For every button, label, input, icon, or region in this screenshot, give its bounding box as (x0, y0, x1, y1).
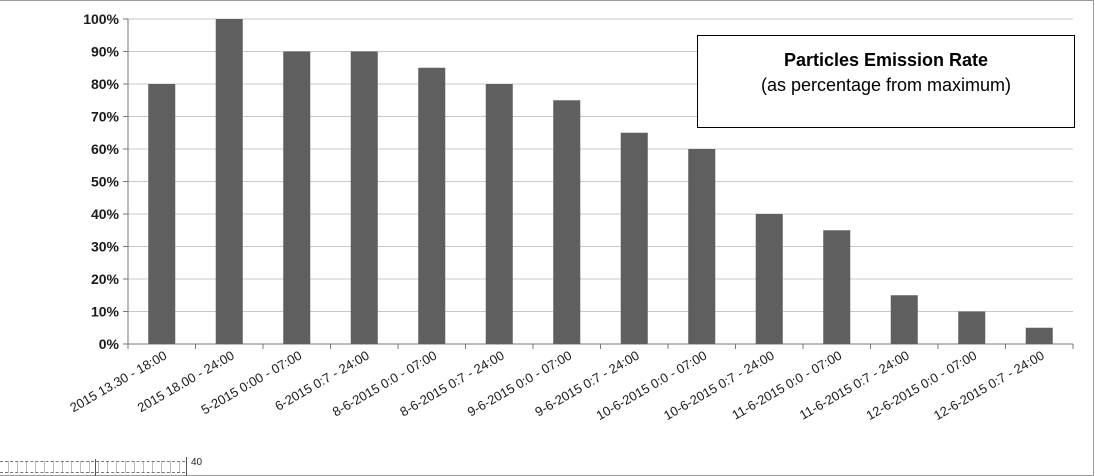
y-tick-label: 20% (91, 271, 120, 287)
bar (148, 84, 176, 344)
bar (215, 19, 243, 344)
y-tick-label: 60% (91, 141, 120, 157)
x-tick-label: 12-6-2015 0:0 - 07:00 (863, 348, 979, 424)
y-tick-label: 70% (91, 109, 120, 125)
inset-scale-strip: 40 (0, 455, 250, 476)
inset-divider (95, 459, 96, 476)
y-tick-label: 90% (91, 44, 120, 60)
y-tick-label: 40% (91, 206, 120, 222)
bar (890, 295, 918, 344)
y-tick-label: 10% (91, 304, 120, 320)
x-tick-label: 11-6-2015 0:7 - 24:00 (797, 348, 912, 423)
bar (553, 100, 581, 344)
bar (485, 84, 513, 344)
chart-subtitle: (as percentage from maximum) (760, 75, 1012, 95)
bars (148, 19, 1053, 344)
y-tick-label: 100% (83, 11, 119, 27)
bar (620, 132, 648, 344)
bar (350, 51, 378, 344)
bar (283, 51, 311, 344)
x-tick-label: 12-6-2015 0:7 - 24:00 (931, 348, 1047, 424)
x-tick-label: 11-6-2015 0:0 - 07:00 (729, 348, 844, 423)
bar (755, 214, 783, 344)
chart-title: Particles Emission Rate (783, 50, 989, 70)
y-tick-label: 0% (99, 336, 120, 352)
chart-title-box: Particles Emission Rate (as percentage f… (697, 35, 1075, 128)
y-tick-label: 80% (91, 76, 120, 92)
bar (823, 230, 851, 344)
inset-tick-box: 40 (186, 457, 250, 476)
inset-dashed-track (0, 461, 185, 473)
bar (418, 67, 446, 344)
y-tick-label: 50% (91, 174, 120, 190)
inset-label: 40 (191, 457, 203, 468)
bar (1025, 327, 1053, 344)
x-tick-label: 10-6-2015 0:7 - 24:00 (661, 348, 777, 424)
y-tick-label: 30% (91, 239, 120, 255)
x-tick-label: 10-6-2015 0:0 - 07:00 (593, 348, 709, 424)
bar (688, 149, 716, 344)
bar (958, 311, 986, 344)
y-tick-labels: 0% 10% 20% 30% 40% 50% 60% 70% 80% 90% 100% (83, 11, 119, 352)
